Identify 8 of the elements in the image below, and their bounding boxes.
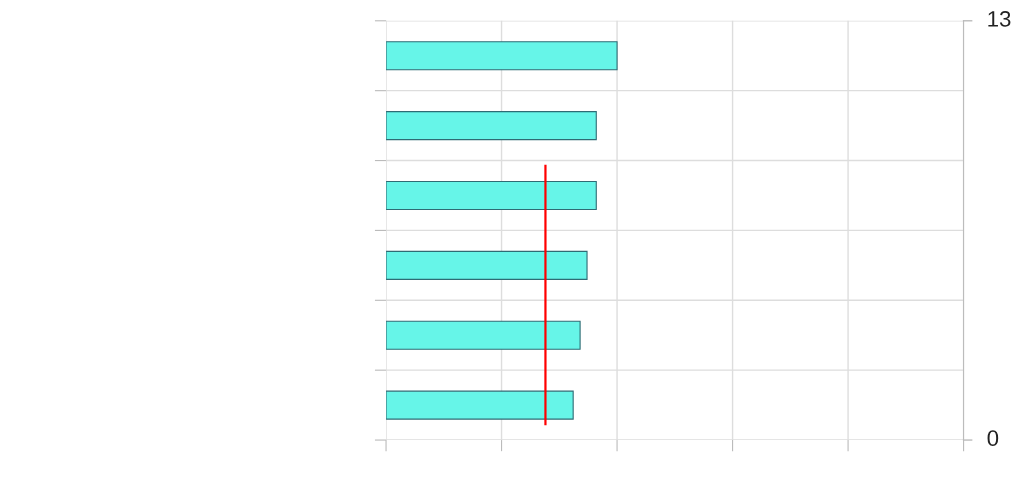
bar	[386, 111, 597, 141]
bar	[386, 320, 581, 350]
bar	[386, 250, 588, 280]
text: 13	[988, 11, 1011, 27]
bar	[386, 41, 618, 71]
bar	[386, 390, 574, 420]
bar	[386, 180, 597, 211]
text: 0	[987, 430, 999, 447]
